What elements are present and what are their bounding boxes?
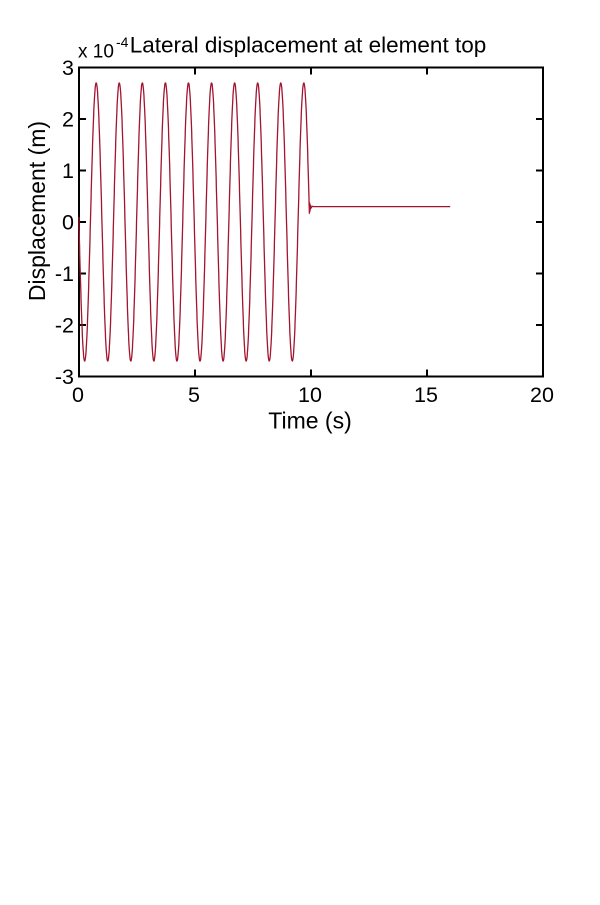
svg-text:20: 20 [530,383,554,407]
svg-text:Time (s): Time (s) [268,408,351,434]
svg-text:-1: -1 [55,262,74,286]
svg-text:-3: -3 [55,365,74,389]
svg-text:-2: -2 [55,314,74,338]
svg-text:0: 0 [72,383,84,407]
svg-text:3: 3 [62,56,74,80]
svg-text:Lateral displacement at elemen: Lateral displacement at element top [130,33,486,58]
svg-text:0: 0 [62,211,74,235]
svg-text:Displacement (m): Displacement (m) [24,121,50,301]
svg-text:x 10: x 10 [78,42,114,63]
svg-text:2: 2 [62,108,74,132]
svg-text:15: 15 [414,383,438,407]
svg-text:5: 5 [188,383,200,407]
svg-text:-4: -4 [116,34,129,50]
svg-text:10: 10 [298,383,322,407]
svg-text:1: 1 [62,159,74,183]
